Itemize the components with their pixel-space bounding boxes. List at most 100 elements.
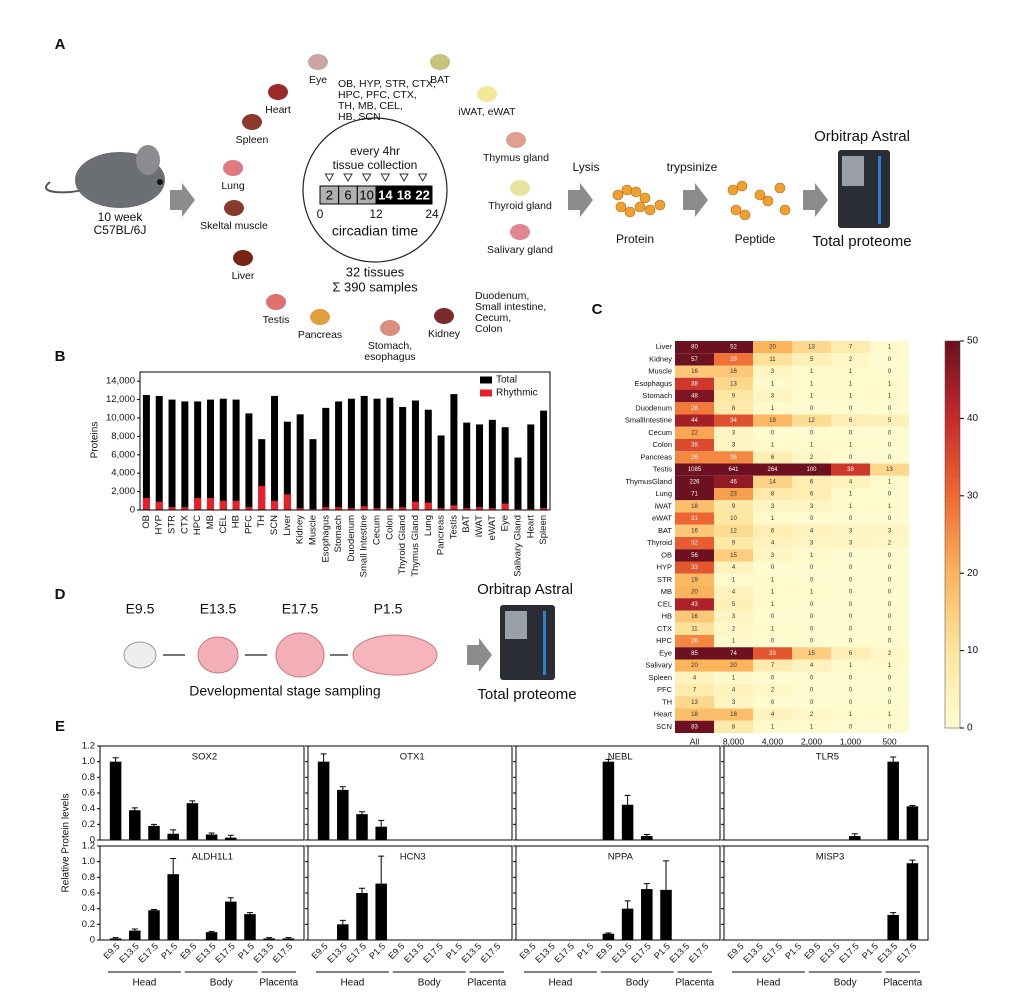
heatmap-cell [675,341,714,354]
bar [194,498,202,510]
cell-label: 2 [888,541,892,547]
heatmap-cell [831,720,870,733]
heatmap-cell [753,463,792,476]
colorbar-slice [945,450,960,458]
cell-label: 3 [771,504,775,510]
y-tick-label: 2,000 [111,486,135,497]
heatmap-cell [675,622,714,635]
heatmap-cell [675,414,714,427]
row-label: Muscle [648,367,672,376]
heatmap-cell [753,647,792,660]
heatmap-cell [792,390,831,403]
colorbar-slice [945,695,960,703]
cell-label: 100 [806,467,817,473]
time-marker [361,173,372,183]
heatmap-cell [870,488,909,501]
heatmap-cell [675,488,714,501]
row-label: Cecum [648,428,672,437]
pup-icon [352,634,438,676]
row-label: Duodenum [635,403,672,412]
x-tick-label: Thyroid Gland [397,515,408,575]
bar [501,503,509,510]
cell-label: 4 [849,479,853,485]
step-label: Protein [616,232,654,246]
tissue-icon [477,86,497,102]
colorbar-slice [945,463,960,471]
x-tick-label: Esophagus [320,515,331,563]
cell-label: 4 [810,528,814,534]
x-tick-label: CEL [218,515,229,533]
tissue-icon [266,294,286,310]
cell-label: 1 [849,663,853,669]
panel-letter: E [55,718,65,735]
heatmap-cell [714,377,753,390]
cell-label: 226 [689,479,700,485]
cell-label: 641 [728,467,739,473]
cell-label: 0 [810,626,814,632]
heatmap-cell [831,500,870,513]
cell-label: 1 [810,394,814,400]
instrument-label: Orbitrap Astral [814,128,910,145]
heatmap-cell [831,684,870,697]
cell-label: 0 [849,577,853,583]
error-bar [112,937,119,940]
row-label: SmallIntestine [625,416,672,425]
cell-label: 0 [849,639,853,645]
column-label: 2,000 [801,736,823,746]
x-tick-label: Muscle [307,515,318,545]
heatmap-cell [792,561,831,574]
bar [373,398,381,510]
x-tick-label: E13.5 [533,941,557,965]
heatmap-cell [675,720,714,733]
colorbar-slice [945,657,960,664]
cell-label: 18 [691,504,698,510]
row-label: SCN [656,722,672,731]
cell-label: 1 [888,712,892,718]
cell-label: 0 [771,614,775,620]
cell-label: 0 [888,357,892,363]
tissue-icon [233,250,253,266]
group-label: Body [210,978,233,989]
heatmap-cell [753,390,792,403]
x-tick-label: E17.5 [895,941,919,965]
cell-label: 0 [888,675,892,681]
colorbar-slice [945,508,960,516]
colorbar-slice [945,682,960,690]
error-bar [643,834,650,839]
step-label: Lysis [573,160,600,174]
cell-label: 0 [888,492,892,498]
cell-label: 0 [849,406,853,412]
colorbar-slice [945,669,960,677]
mouse-icon [45,145,165,208]
y-tick-label: 0.4 [82,803,95,814]
bar [356,814,368,840]
heatmap-cell [870,512,909,525]
heatmap-cell [831,512,870,525]
error-bar [151,908,157,912]
cell-label: 4 [732,565,736,571]
panel-title: MISP3 [816,852,845,863]
bar [621,804,634,840]
x-tick-label: TH [256,515,267,528]
colorbar-slice [945,457,960,465]
cell-label: 1 [849,443,853,449]
cell-label: 18 [691,712,698,718]
cell-label: 0 [888,614,892,620]
tissue-icon [430,54,450,70]
heatmap-cell [792,549,831,562]
bar [356,893,368,940]
cell-label: 0 [810,430,814,436]
colorbar-slice [945,547,960,555]
y-axis-title: Proteins [90,422,101,459]
cell-label: 43 [691,602,698,608]
cell-label: 0 [849,565,853,571]
colorbar-slice [945,586,960,594]
x-tick-label: E13.5 [117,941,141,965]
group-label: Head [548,978,572,989]
heatmap-cell [792,451,831,464]
row-label: Eye [659,648,672,657]
heatmap-cell [792,500,831,513]
bar [450,394,458,510]
cell-label: 26 [691,639,698,645]
error-bar [227,897,234,907]
